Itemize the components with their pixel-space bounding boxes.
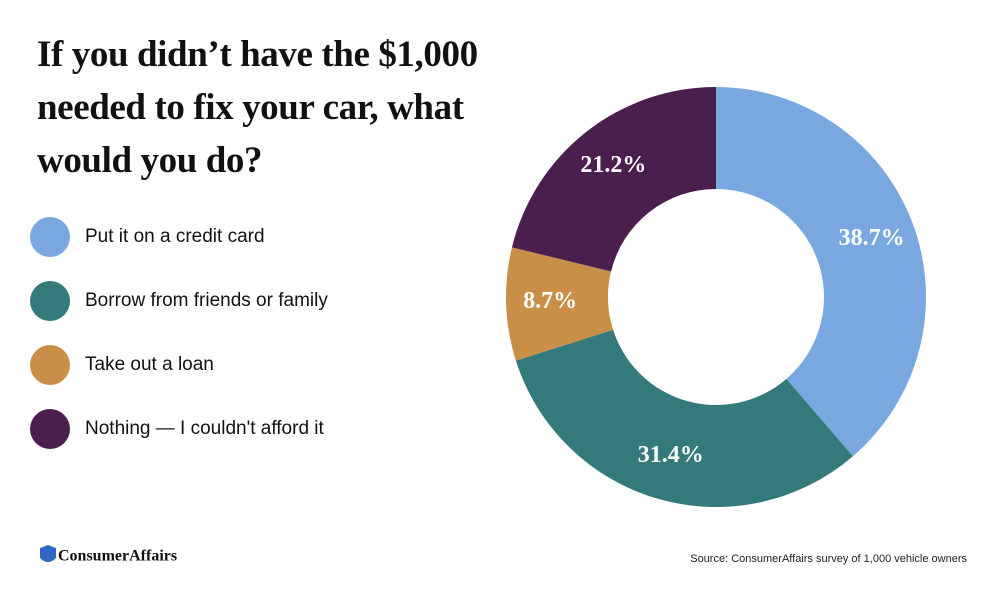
legend-label: Put it on a credit card <box>85 226 265 247</box>
legend-swatch <box>30 345 70 385</box>
brand-icon <box>40 545 56 562</box>
legend-swatch <box>30 409 70 449</box>
donut-slice <box>515 329 853 508</box>
value-label: 31.4% <box>638 442 704 468</box>
value-label: 8.7% <box>523 288 577 314</box>
donut-slice <box>511 87 716 272</box>
brand: ConsumerAffairs <box>58 548 177 565</box>
donut-slice <box>506 247 614 361</box>
legend-swatch <box>30 281 70 321</box>
value-label: 38.7% <box>839 225 905 251</box>
value-label: 21.2% <box>580 152 646 178</box>
legend-label: Take out a loan <box>85 354 214 375</box>
chart-title: If you didn’t have the $1,000 needed to … <box>37 34 478 181</box>
donut-slice <box>716 87 927 457</box>
source: Source: ConsumerAffairs survey of 1,000 … <box>690 553 967 565</box>
legend-label: Nothing — I couldn't afford it <box>85 418 325 439</box>
legend-label: Borrow from friends or family <box>85 290 328 311</box>
legend-swatch <box>30 217 70 257</box>
